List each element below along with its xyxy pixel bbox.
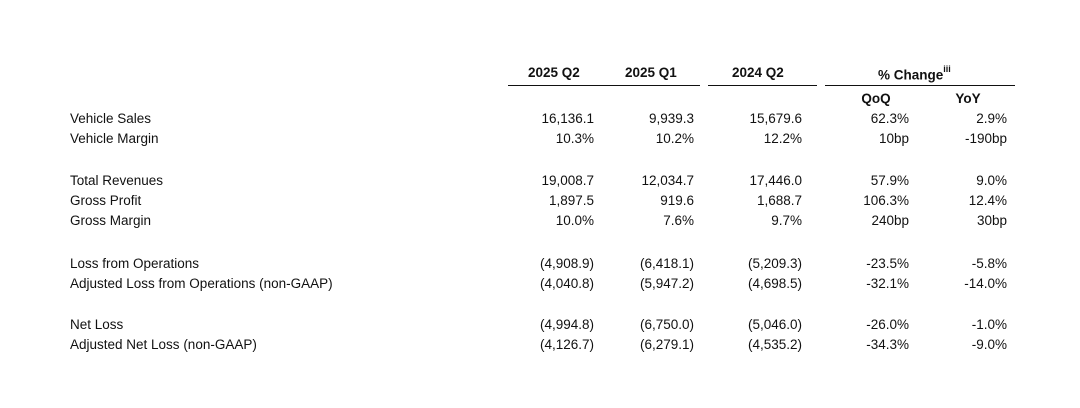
value-2024-q2: 17,446.0 xyxy=(749,173,802,188)
pct-change-label: % Change xyxy=(878,67,944,83)
table-row: Gross Margin 10.0% 7.6% 9.7% 240bp 30bp xyxy=(0,213,1080,231)
row-label: Total Revenues xyxy=(70,173,164,188)
row-label: Vehicle Margin xyxy=(70,131,159,146)
value-2025-q2: 1,897.5 xyxy=(548,193,594,208)
value-yoy: -14.0% xyxy=(964,276,1007,291)
value-qoq: -23.5% xyxy=(866,256,909,271)
pct-change-footnote: iii xyxy=(943,64,951,74)
header-2025-q1: 2025 Q1 xyxy=(625,65,677,80)
value-2024-q2: 15,679.6 xyxy=(749,111,802,126)
table-row: Loss from Operations (4,908.9) (6,418.1)… xyxy=(0,256,1080,274)
value-2025-q2: (4,908.9) xyxy=(539,256,594,271)
table-row: Gross Profit 1,897.5 919.6 1,688.7 106.3… xyxy=(0,193,1080,211)
value-qoq: 62.3% xyxy=(870,111,909,126)
value-2025-q2: (4,994.8) xyxy=(539,317,594,332)
value-2024-q2: 12.2% xyxy=(763,131,802,146)
value-yoy: 9.0% xyxy=(976,173,1007,188)
value-2025-q1: 12,034.7 xyxy=(641,173,694,188)
value-2025-q1: 919.6 xyxy=(660,193,694,208)
row-label: Adjusted Net Loss (non-GAAP) xyxy=(70,337,257,352)
value-2025-q1: 9,939.3 xyxy=(648,111,694,126)
header-rule-current xyxy=(508,85,700,86)
value-2024-q2: (5,046.0) xyxy=(747,317,802,332)
header-pct-change: % Changeiii xyxy=(878,64,951,83)
value-2024-q2: (5,209.3) xyxy=(747,256,802,271)
row-label: Net Loss xyxy=(70,317,124,332)
row-label: Adjusted Loss from Operations (non-GAAP) xyxy=(70,276,333,291)
value-2025-q1: (6,279.1) xyxy=(639,337,694,352)
value-qoq: 106.3% xyxy=(863,193,909,208)
value-2024-q2: 9.7% xyxy=(771,213,802,228)
row-label: Vehicle Sales xyxy=(70,111,152,126)
table-row: Total Revenues 19,008.7 12,034.7 17,446.… xyxy=(0,173,1080,191)
value-2025-q1: (5,947.2) xyxy=(639,276,694,291)
value-2025-q1: (6,418.1) xyxy=(639,256,694,271)
value-2025-q1: (6,750.0) xyxy=(639,317,694,332)
value-qoq: -32.1% xyxy=(866,276,909,291)
value-2025-q2: 16,136.1 xyxy=(541,111,594,126)
value-qoq: 57.9% xyxy=(870,173,909,188)
table-row: Adjusted Loss from Operations (non-GAAP)… xyxy=(0,276,1080,294)
value-yoy: 12.4% xyxy=(968,193,1007,208)
value-yoy: -5.8% xyxy=(971,256,1007,271)
header-rule-prior xyxy=(708,85,817,86)
value-yoy: -1.0% xyxy=(971,317,1007,332)
value-yoy: 30bp xyxy=(976,213,1007,228)
value-2024-q2: 1,688.7 xyxy=(756,193,802,208)
header-2025-q2: 2025 Q2 xyxy=(528,65,580,80)
value-2025-q2: (4,040.8) xyxy=(539,276,594,291)
value-yoy: -190bp xyxy=(964,131,1007,146)
value-2025-q2: (4,126.7) xyxy=(539,337,594,352)
row-label: Gross Profit xyxy=(70,193,142,208)
value-2024-q2: (4,698.5) xyxy=(747,276,802,291)
header-2024-q2: 2024 Q2 xyxy=(732,65,784,80)
table-row: Net Loss (4,994.8) (6,750.0) (5,046.0) -… xyxy=(0,317,1080,335)
value-yoy: 2.9% xyxy=(976,111,1007,126)
value-2025-q2: 10.3% xyxy=(555,131,594,146)
value-qoq: -34.3% xyxy=(866,337,909,352)
table-row: Vehicle Sales 16,136.1 9,939.3 15,679.6 … xyxy=(0,111,1080,129)
row-label: Loss from Operations xyxy=(70,256,200,271)
row-label: Gross Margin xyxy=(70,213,152,228)
value-2025-q2: 10.0% xyxy=(555,213,594,228)
value-2025-q1: 7.6% xyxy=(663,213,694,228)
value-2024-q2: (4,535.2) xyxy=(747,337,802,352)
value-qoq: 240bp xyxy=(871,213,909,228)
header-yoy: YoY xyxy=(955,91,981,106)
value-2025-q1: 10.2% xyxy=(655,131,694,146)
table-row: Vehicle Margin 10.3% 10.2% 12.2% 10bp -1… xyxy=(0,131,1080,149)
value-qoq: 10bp xyxy=(878,131,909,146)
value-2025-q2: 19,008.7 xyxy=(541,173,594,188)
value-yoy: -9.0% xyxy=(971,337,1007,352)
value-qoq: -26.0% xyxy=(866,317,909,332)
table-row: Adjusted Net Loss (non-GAAP) (4,126.7) (… xyxy=(0,337,1080,355)
header-qoq: QoQ xyxy=(861,91,891,106)
header-rule-change xyxy=(825,85,1015,86)
